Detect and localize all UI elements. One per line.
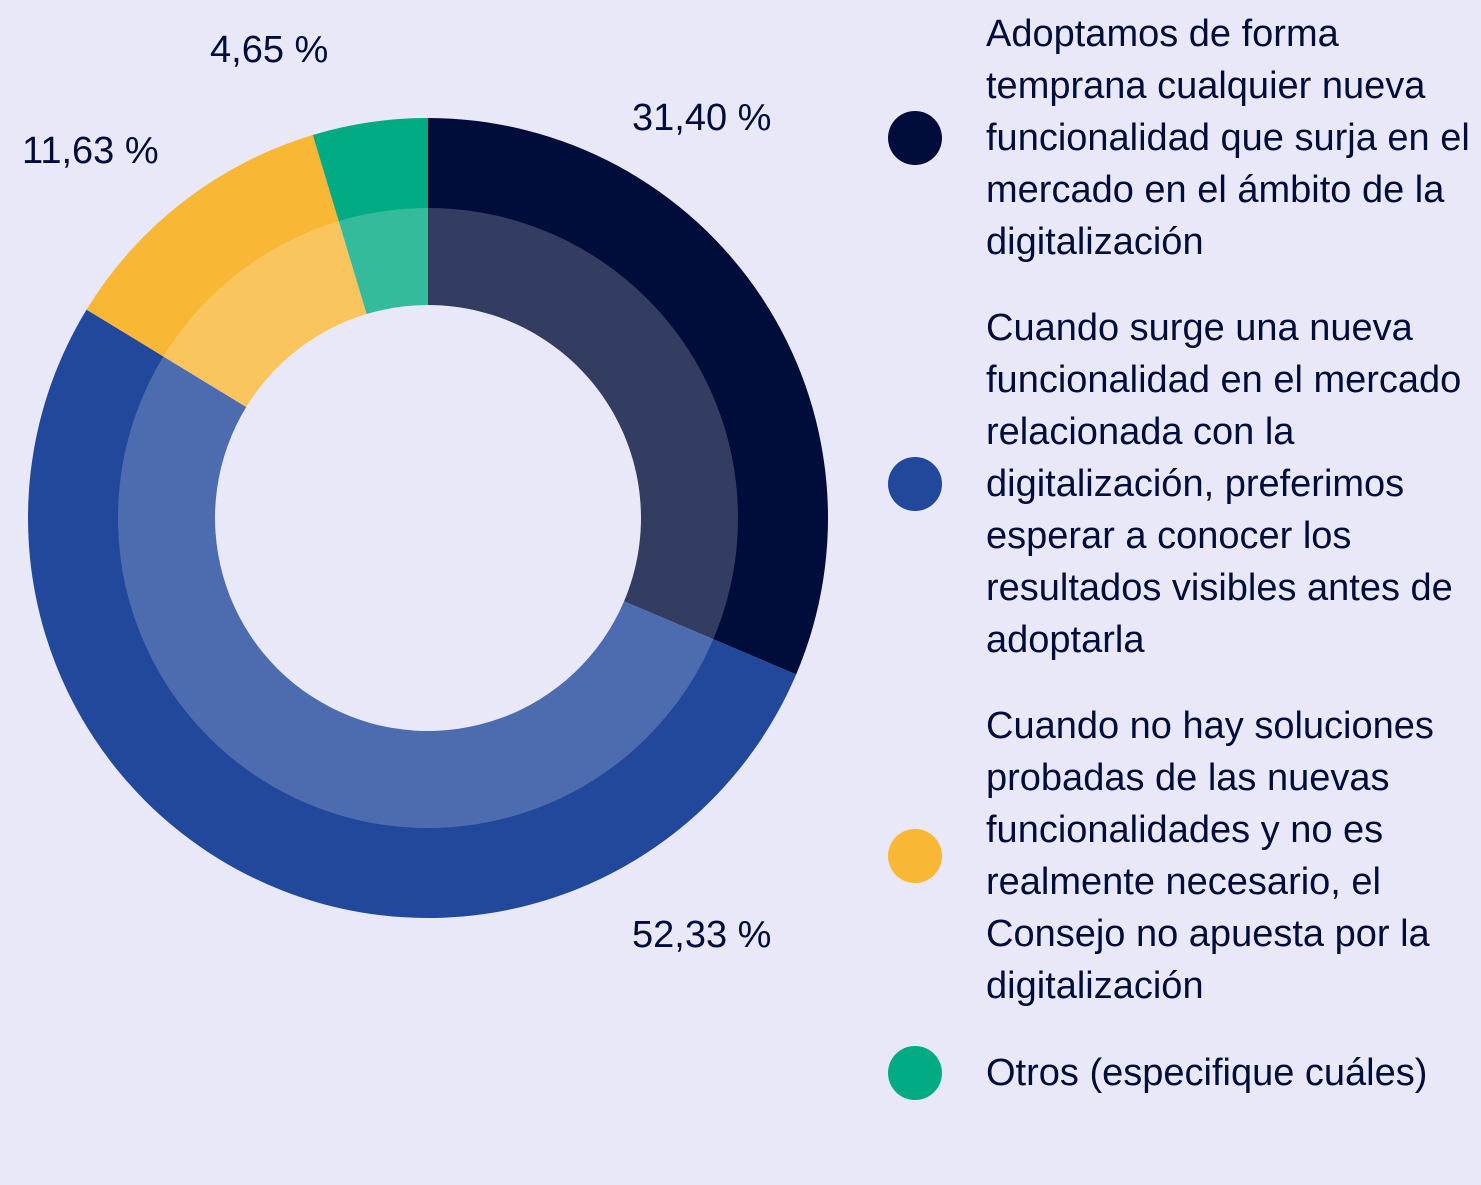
legend-label: Adoptamos de forma temprana cualquier nu… [986, 13, 1470, 263]
legend-label: Cuando no hay soluciones probadas de las… [986, 705, 1434, 1007]
value-label: 11,63 % [22, 130, 159, 172]
legend: Adoptamos de forma temprana cualquier nu… [888, 8, 1481, 1134]
legend-label: Otros (especifique cuáles) [986, 1052, 1428, 1094]
legend-swatch [888, 111, 942, 165]
legend-label: Cuando surge una nueva funcionalidad en … [986, 307, 1462, 661]
legend-swatch [888, 1046, 942, 1100]
legend-item: Cuando no hay soluciones probadas de las… [888, 700, 1481, 1012]
donut-slice [86, 134, 367, 408]
inner-band [118, 208, 738, 828]
legend-item: Cuando surge una nueva funcionalidad en … [888, 302, 1481, 666]
donut-slice [27, 309, 797, 918]
legend-swatch [888, 829, 942, 883]
donut-slice [312, 118, 428, 315]
legend-item: Adoptamos de forma temprana cualquier nu… [888, 8, 1481, 268]
donut-slice [428, 118, 828, 675]
chart: 31,40 % 52,33 % 11,63 % 4,65 % [22, 29, 828, 956]
value-label: 4,65 % [210, 29, 328, 71]
value-label: 52,33 % [632, 914, 771, 956]
legend-swatch [888, 457, 942, 511]
value-label: 31,40 % [632, 97, 771, 139]
legend-item: Otros (especifique cuáles) [888, 1046, 1481, 1100]
